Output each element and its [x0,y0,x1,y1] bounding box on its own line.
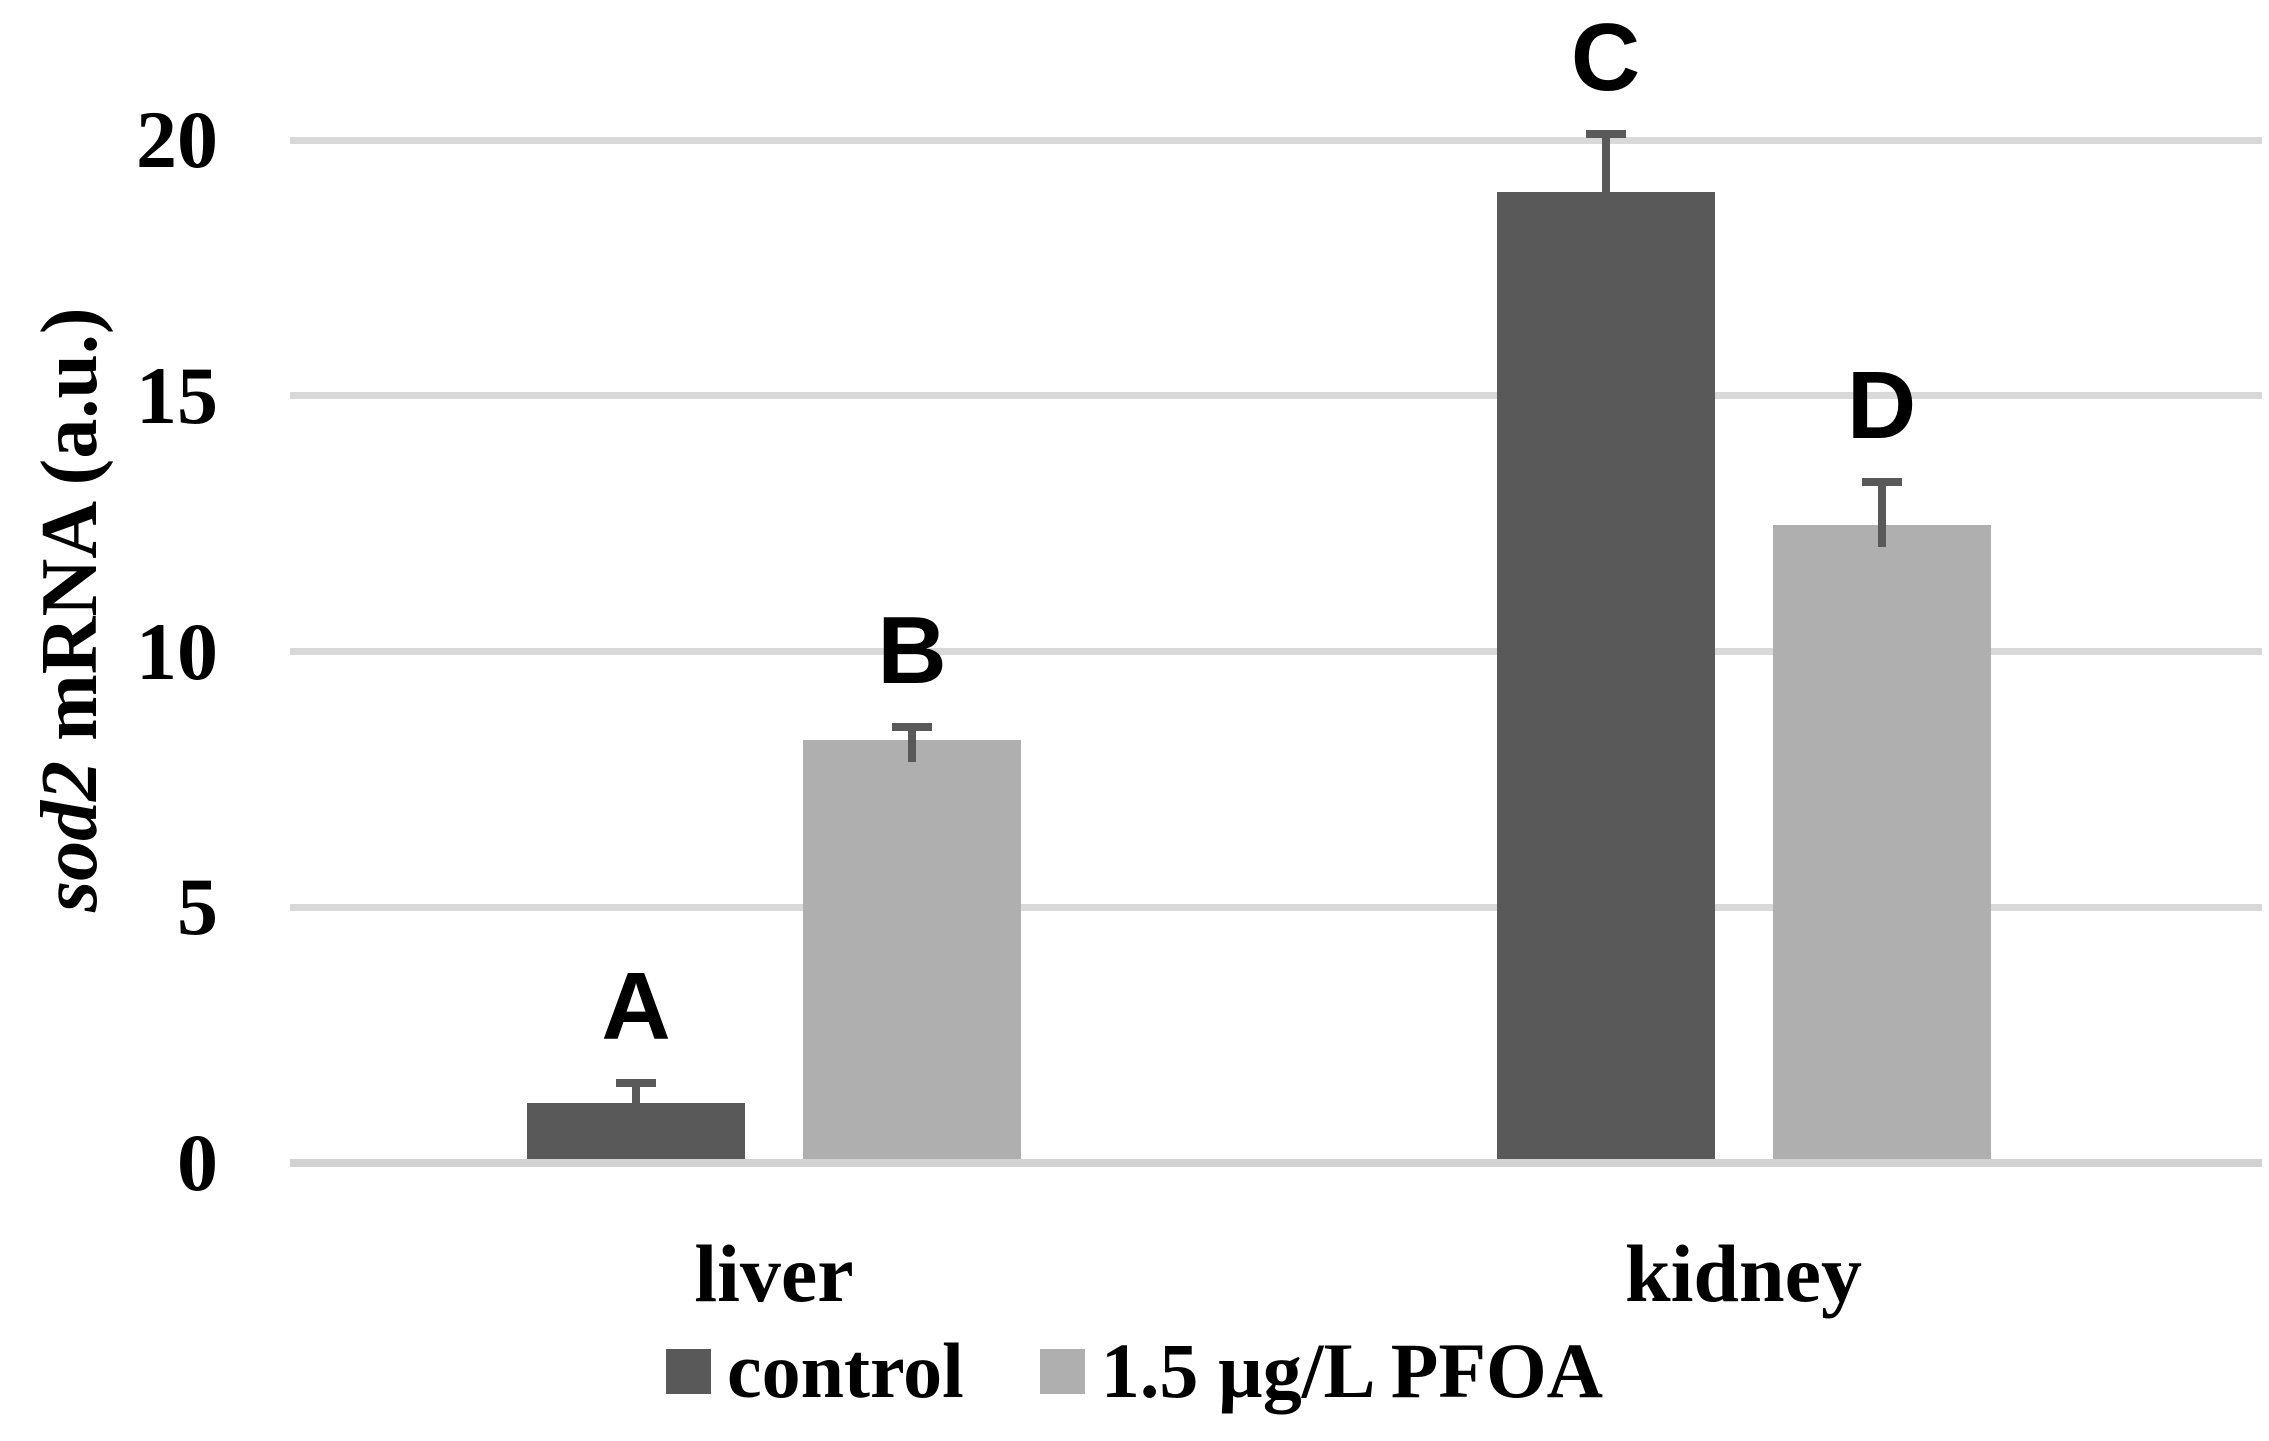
error-bar-cap-B [892,723,932,732]
legend-item-pfoa: 1.5 µg/L PFOA [1039,1327,1603,1414]
bar-kidney-pfoa [1772,524,1991,1159]
legend-swatch-pfoa [1039,1348,1085,1394]
x-category-label-liver: liver [694,1228,854,1319]
legend-label-control: control [727,1327,964,1414]
error-bar-stem-D [1877,477,1886,547]
y-tick-label-20: 20 [136,94,218,185]
error-bar-stem-B [908,723,916,762]
error-bar-cap-D [1861,477,1902,486]
bar-liver-pfoa [803,739,1021,1159]
error-bar-cap-C [1585,129,1626,138]
error-bar-stem-C [1601,129,1610,215]
significance-letter-B: B [877,597,947,705]
significance-letter-A: A [601,952,671,1060]
legend-item-control: control [666,1332,964,1410]
legend-label-pfoa: 1.5 µg/L PFOA [1100,1327,1603,1414]
gridline-y-15 [290,392,2262,400]
error-bar-stem-A [632,1078,640,1125]
significance-letter-D: D [1846,351,1917,459]
y-tick-label-5: 5 [177,861,218,953]
gridline-y-10 [290,648,2262,655]
y-tick-label-10: 10 [136,605,218,697]
y-tick-label-0: 0 [177,1117,218,1208]
y-tick-label-15: 15 [136,349,218,441]
x-axis-line [290,1159,2262,1167]
error-bar-cap-A [616,1078,656,1087]
x-category-label-kidney: kidney [1625,1228,1862,1319]
significance-letter-C: C [1570,3,1641,111]
legend-swatch-control [666,1348,711,1394]
bar-kidney-control [1496,192,1715,1159]
legend: control 1.5 µg/L PFOA [0,1332,2269,1410]
gridline-y-20 [290,136,2262,144]
gridline-y-5 [290,903,2262,911]
